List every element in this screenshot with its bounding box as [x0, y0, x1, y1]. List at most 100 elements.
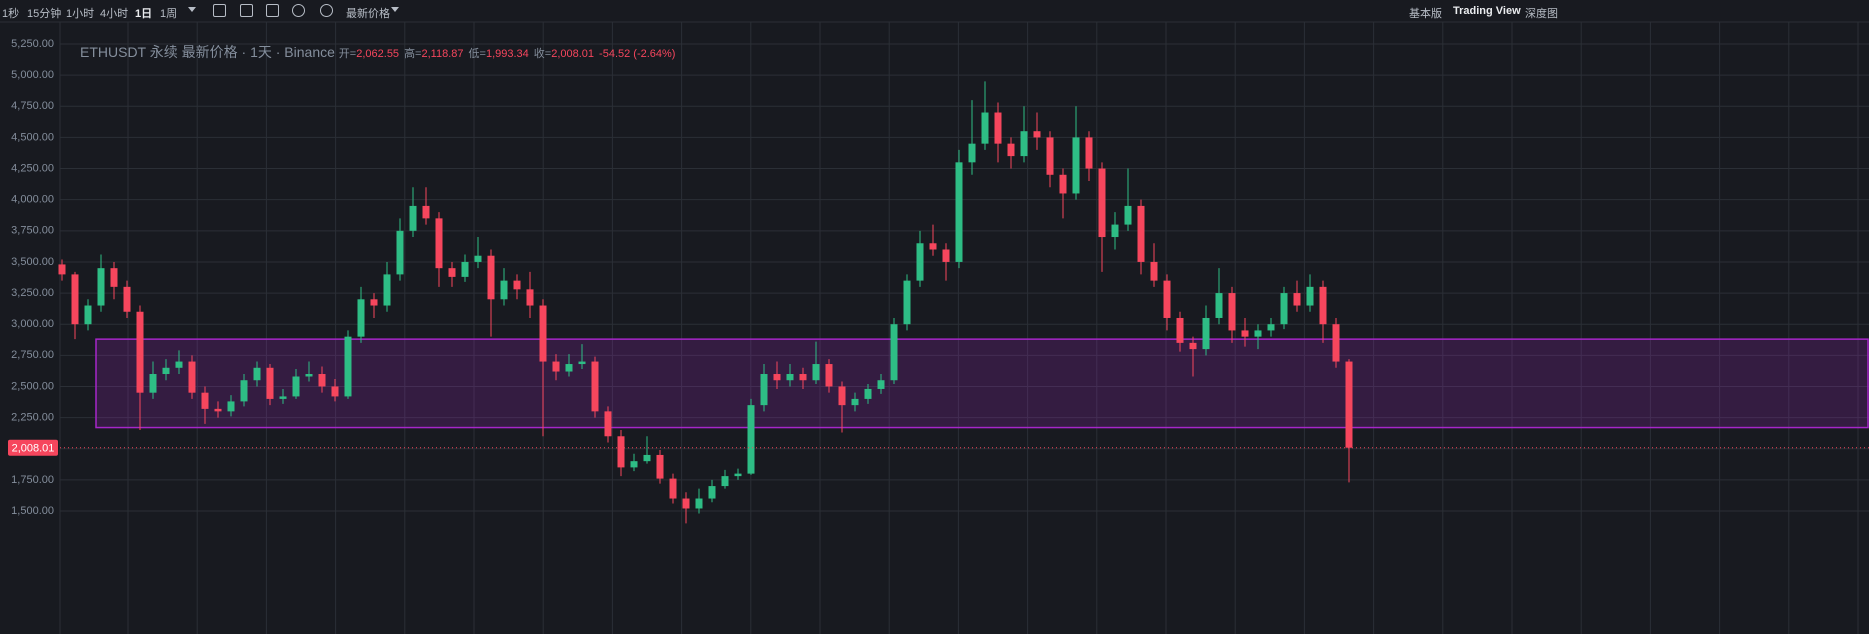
- y-tick-label: 3,750.00: [11, 225, 54, 237]
- candle-body: [71, 274, 79, 325]
- last-price-label: 2,008.01: [12, 443, 55, 455]
- tool-icon[interactable]: [266, 4, 279, 17]
- tool-icon[interactable]: [240, 4, 253, 17]
- candle-body: [175, 361, 183, 368]
- candle-body: [968, 143, 976, 163]
- candle-body: [461, 261, 469, 277]
- stat-label: 低=: [468, 48, 486, 60]
- candle-body: [708, 486, 716, 499]
- candle-body: [1059, 174, 1067, 194]
- candle-body: [1332, 324, 1340, 362]
- candle-body: [318, 374, 326, 387]
- candle-body: [669, 478, 677, 499]
- candle-body: [604, 411, 612, 437]
- candle-body: [266, 367, 274, 399]
- candle-body: [1306, 286, 1314, 306]
- legend: ETHUSDT 永续 最新价格 · 1天 · Binance 开=2,062.5…: [80, 42, 675, 62]
- candle-body: [1098, 168, 1106, 238]
- candle-body: [1254, 330, 1262, 337]
- candle-body: [786, 374, 794, 381]
- candle-body: [305, 374, 313, 377]
- candle-body: [526, 289, 534, 306]
- candle-body: [1111, 224, 1119, 238]
- stat-value: 2,008.01: [551, 48, 595, 60]
- candle-body: [942, 249, 950, 262]
- candle-body: [292, 376, 300, 397]
- dropdown-arrow[interactable]: [188, 7, 196, 12]
- candle-body: [1345, 361, 1353, 448]
- candle-body: [656, 454, 664, 479]
- interval-button[interactable]: 1周: [160, 8, 178, 20]
- candle-body: [539, 305, 547, 362]
- y-tick-label: 4,250.00: [11, 162, 54, 174]
- interval-button[interactable]: 15分钟: [27, 8, 62, 20]
- candle-body: [617, 436, 625, 468]
- candle-body: [1124, 205, 1132, 225]
- y-tick-label: 2,750.00: [11, 349, 54, 361]
- view-button[interactable]: 深度图: [1525, 8, 1558, 20]
- stat-label: 高=: [404, 48, 422, 60]
- y-tick-label: 2,500.00: [11, 380, 54, 392]
- dropdown-arrow[interactable]: [391, 7, 399, 12]
- last-price-tag: [8, 439, 58, 456]
- stat-label: 收=: [533, 48, 552, 60]
- candle-body: [344, 336, 352, 397]
- toolbar: 1秒 15分钟 1小时 4小时 1日 1周 最新价格 基本版 Trading View 深度图: [0, 0, 1869, 22]
- candle-body: [1007, 143, 1015, 157]
- candle-body: [97, 268, 105, 306]
- y-tick-label: 1,750.00: [11, 474, 54, 486]
- candle-body: [253, 367, 261, 381]
- change: -54.52 (-2.64%): [599, 48, 676, 60]
- candle-body: [682, 498, 690, 509]
- candle-body: [552, 361, 560, 372]
- tool-icon[interactable]: [213, 4, 226, 17]
- candle-body: [591, 361, 599, 412]
- candle-body: [487, 255, 495, 300]
- price-type-select[interactable]: 最新价格: [346, 8, 390, 20]
- interval-button[interactable]: 1日: [135, 8, 153, 20]
- candle-body: [877, 380, 885, 389]
- y-tick-label: 2,250.00: [11, 411, 54, 423]
- candle-body: [123, 286, 131, 312]
- candle-body: [916, 243, 924, 281]
- interval-button[interactable]: 1小时: [66, 8, 95, 20]
- candle-body: [1241, 330, 1249, 337]
- candle-body: [773, 374, 781, 381]
- candle-body: [396, 230, 404, 275]
- candle-body: [331, 386, 339, 397]
- y-tick-label: 3,250.00: [11, 287, 54, 299]
- candle-body: [435, 218, 443, 269]
- candle-body: [110, 268, 118, 287]
- tool-icon[interactable]: [292, 4, 305, 17]
- candle-body: [695, 498, 703, 509]
- candle-body: [734, 473, 742, 477]
- candle-body: [955, 162, 963, 262]
- y-tick-label: 4,750.00: [11, 100, 54, 112]
- candle-body: [1046, 137, 1054, 175]
- candle-body: [1033, 131, 1041, 138]
- interval-button[interactable]: 4小时: [100, 8, 129, 20]
- y-tick-label: 3,500.00: [11, 256, 54, 268]
- candle-body: [1267, 324, 1275, 331]
- candle-body: [1150, 261, 1158, 281]
- y-tick-label: 5,250.00: [11, 38, 54, 50]
- candle-body: [188, 361, 196, 393]
- candle-body: [1163, 280, 1171, 318]
- candle-body: [383, 274, 391, 306]
- y-tick-label: 4,000.00: [11, 194, 54, 206]
- view-button[interactable]: Trading View: [1453, 5, 1521, 17]
- candle-body: [58, 264, 66, 275]
- view-button[interactable]: 基本版: [1409, 8, 1442, 20]
- candle-body: [812, 364, 820, 381]
- tool-icon[interactable]: [320, 4, 333, 17]
- candle-body: [370, 299, 378, 306]
- candle-body: [227, 401, 235, 412]
- y-tick-label: 1,500.00: [11, 505, 54, 517]
- candle-body: [799, 374, 807, 381]
- candle-body: [981, 112, 989, 144]
- interval-button[interactable]: 1秒: [2, 8, 20, 20]
- candle-body: [149, 374, 157, 393]
- candle-body: [240, 380, 248, 402]
- symbol-title: ETHUSDT 永续 最新价格 · 1天 · Binance: [80, 44, 335, 60]
- stat-value: 2,118.87: [421, 48, 464, 60]
